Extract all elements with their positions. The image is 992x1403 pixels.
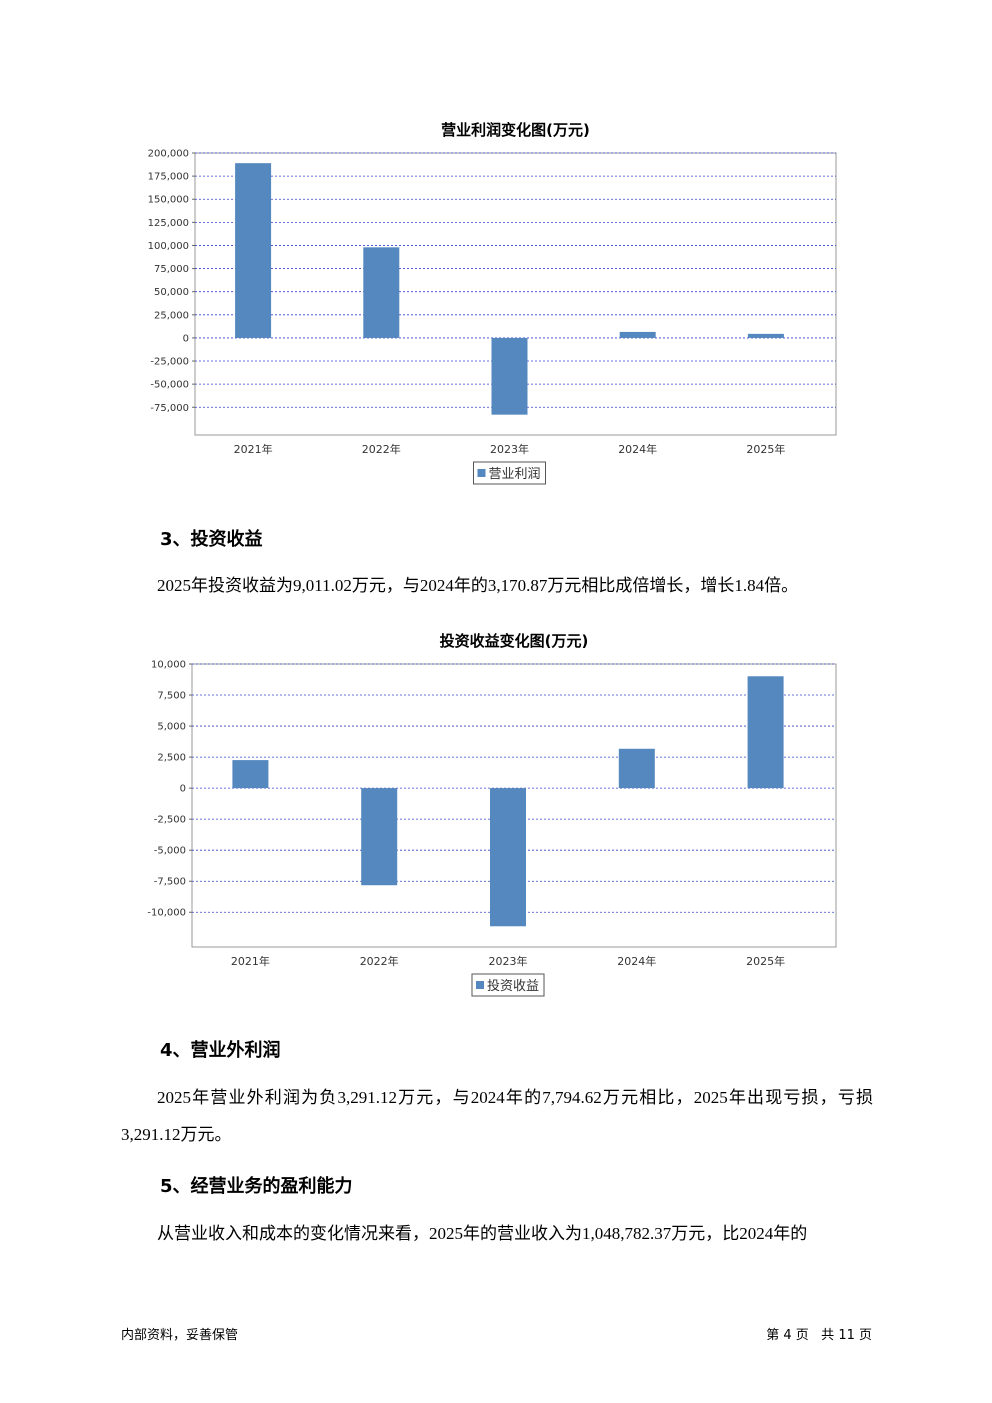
legend-swatch	[475, 981, 484, 989]
y-tick-label: 10,000	[151, 660, 186, 671]
y-tick-label: 150,000	[148, 195, 189, 206]
x-tick-label: 2021年	[231, 954, 270, 968]
y-tick-label: 2,500	[157, 753, 186, 764]
legend-swatch	[477, 469, 486, 477]
bar	[490, 788, 526, 927]
y-tick-label: 175,000	[148, 172, 189, 183]
y-tick-label: 0	[183, 333, 189, 344]
bar	[232, 760, 269, 789]
x-tick-label: 2024年	[617, 954, 656, 968]
x-tick-label: 2021年	[234, 442, 273, 456]
chart-title: 投资收益变化图(万元)	[440, 632, 589, 650]
bar	[619, 331, 656, 338]
x-tick-label: 2024年	[618, 442, 657, 456]
x-tick-label: 2023年	[489, 954, 528, 968]
x-tick-label: 2025年	[746, 954, 785, 968]
legend-label: 营业利润	[488, 467, 540, 482]
bar	[747, 676, 784, 789]
bar	[491, 337, 528, 415]
y-tick-label: 50,000	[154, 287, 189, 298]
bar	[235, 163, 272, 338]
bar	[361, 788, 398, 886]
y-tick-label: 200,000	[148, 149, 189, 160]
section-heading: 4、营业外利润	[160, 1040, 281, 1061]
y-tick-label: -2,500	[154, 815, 186, 826]
footer-right: 第 4 页 共 11 页	[766, 1328, 872, 1343]
paragraph: 从营业收入和成本的变化情况来看，2025年的营业收入为1,048,782.37万…	[157, 1224, 808, 1243]
section-heading: 3、投资收益	[160, 529, 263, 550]
paragraph: 2025年投资收益为9,011.02万元，与2024年的3,170.87万元相比…	[157, 576, 799, 595]
legend-box	[472, 461, 547, 485]
y-tick-label: 0	[180, 784, 186, 795]
x-tick-label: 2022年	[362, 442, 401, 456]
x-tick-label: 2025年	[746, 442, 785, 456]
legend-box	[471, 973, 545, 997]
y-tick-label: -10,000	[147, 908, 186, 919]
y-tick-label: 7,500	[157, 691, 186, 702]
y-tick-label: -50,000	[150, 380, 189, 391]
y-tick-label: 25,000	[154, 310, 189, 321]
x-tick-label: 2022年	[360, 954, 399, 968]
bar	[363, 247, 400, 338]
footer-left: 内部资料，妥善保管	[121, 1328, 239, 1343]
y-tick-label: 100,000	[148, 241, 189, 252]
y-tick-label: -7,500	[154, 877, 186, 888]
y-tick-label: 125,000	[148, 218, 189, 229]
x-tick-label: 2023年	[490, 442, 529, 456]
y-tick-label: -5,000	[154, 846, 186, 857]
section-heading: 5、经营业务的盈利能力	[160, 1176, 353, 1197]
legend-label: 投资收益	[487, 978, 539, 994]
bar	[618, 748, 655, 789]
chart-title: 营业利润变化图(万元)	[441, 121, 590, 139]
paragraph: 2025年营业外利润为负3,291.12万元，与2024年的7,794.62万元…	[121, 1088, 873, 1144]
y-tick-label: 5,000	[157, 722, 186, 733]
y-tick-label: -25,000	[150, 357, 189, 368]
bar	[747, 333, 784, 338]
y-tick-label: 75,000	[154, 264, 189, 275]
y-tick-label: -75,000	[150, 403, 189, 414]
